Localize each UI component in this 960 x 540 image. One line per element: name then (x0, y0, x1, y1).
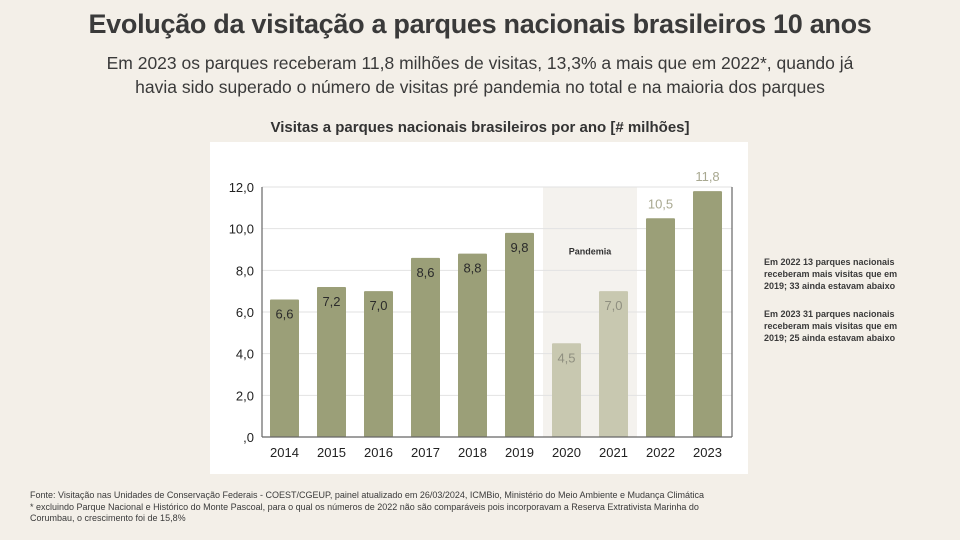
chart-title: Visitas a parques nacionais brasileiros … (270, 119, 690, 136)
y-tick-label: 8,0 (236, 263, 254, 278)
data-label-2020: 4,5 (557, 350, 575, 365)
data-label-2017: 8,6 (416, 265, 434, 280)
y-tick-label: 12,0 (229, 180, 254, 195)
y-tick-label: 4,0 (236, 347, 254, 362)
data-label-2022: 10,5 (648, 196, 673, 211)
annotation-2023-line-1: Em 2023 31 parques nacionais (764, 309, 895, 319)
bar-2023 (693, 191, 722, 437)
x-tick-label: 2023 (693, 445, 722, 460)
data-label-2018: 8,8 (463, 261, 481, 276)
footnote-line-2: Corumbau, o crescimento foi de 15,8% (30, 513, 186, 523)
page-subtitle: Em 2023 os parques receberam 11,8 milhõe… (40, 51, 920, 99)
footnote-line-1: * excluindo Parque Nacional e Histórico … (30, 501, 699, 512)
x-tick-label: 2015 (317, 445, 346, 460)
bar-2020 (552, 343, 581, 437)
x-tick-label: 2020 (552, 445, 581, 460)
x-tick-label: 2018 (458, 445, 487, 460)
x-tick-label: 2019 (505, 445, 534, 460)
x-tick-label: 2022 (646, 445, 675, 460)
data-label-2023: 11,8 (695, 169, 719, 184)
bar-2018 (458, 253, 487, 437)
footer-notes: Fonte: Visitação nas Unidades de Conserv… (30, 490, 930, 525)
y-tick-label: 10,0 (229, 222, 254, 237)
x-tick-label: 2017 (411, 445, 440, 460)
annotation-2022: Em 2022 13 parques nacionais receberam m… (764, 256, 954, 292)
annotation-2022-line-3: 2019; 33 ainda estavam abaixo (764, 281, 896, 291)
x-tick-label: 2014 (270, 445, 299, 460)
bar-2021 (599, 291, 628, 437)
data-label-2016: 7,0 (369, 298, 387, 313)
annotation-2023-line-2: receberam mais visitas que em (764, 321, 898, 331)
bar-2015 (317, 287, 346, 437)
subtitle-line-1: Em 2023 os parques receberam 11,8 milhõe… (106, 53, 854, 73)
data-label-2015: 7,2 (322, 294, 340, 309)
annotation-2023: Em 2023 31 parques nacionais receberam m… (764, 308, 954, 344)
bar-2022 (646, 218, 675, 437)
bar-2014 (270, 299, 299, 437)
x-tick-label: 2016 (364, 445, 393, 460)
page-title: Evolução da visitação a parques nacionai… (88, 9, 872, 39)
y-tick-label: ,0 (243, 430, 254, 445)
bar-chart: ,0 2,0 4,0 6,0 8,0 10,0 12,0 Pandemia 6,6 2014 7,2… (229, 169, 733, 460)
annotation-2022-line-1: Em 2022 13 parques nacionais (764, 257, 895, 267)
data-label-2014: 6,6 (275, 307, 293, 322)
subtitle-line-2: havia sido superado o número de visitas … (135, 77, 825, 97)
bar-2017 (411, 257, 440, 437)
annotation-2023-line-3: 2019; 25 ainda estavam abaixo (764, 333, 896, 343)
y-tick-label: 2,0 (236, 388, 254, 403)
pandemic-label: Pandemia (569, 247, 613, 257)
y-tick-label: 6,0 (236, 305, 254, 320)
bar-2016 (364, 291, 393, 437)
bar-2019 (505, 232, 534, 437)
x-tick-label: 2021 (599, 445, 628, 460)
data-label-2019: 9,8 (510, 240, 528, 255)
data-label-2021: 7,0 (604, 298, 622, 313)
annotation-2022-line-2: receberam mais visitas que em (764, 269, 898, 279)
source-note: Fonte: Visitação nas Unidades de Conserv… (30, 490, 705, 500)
